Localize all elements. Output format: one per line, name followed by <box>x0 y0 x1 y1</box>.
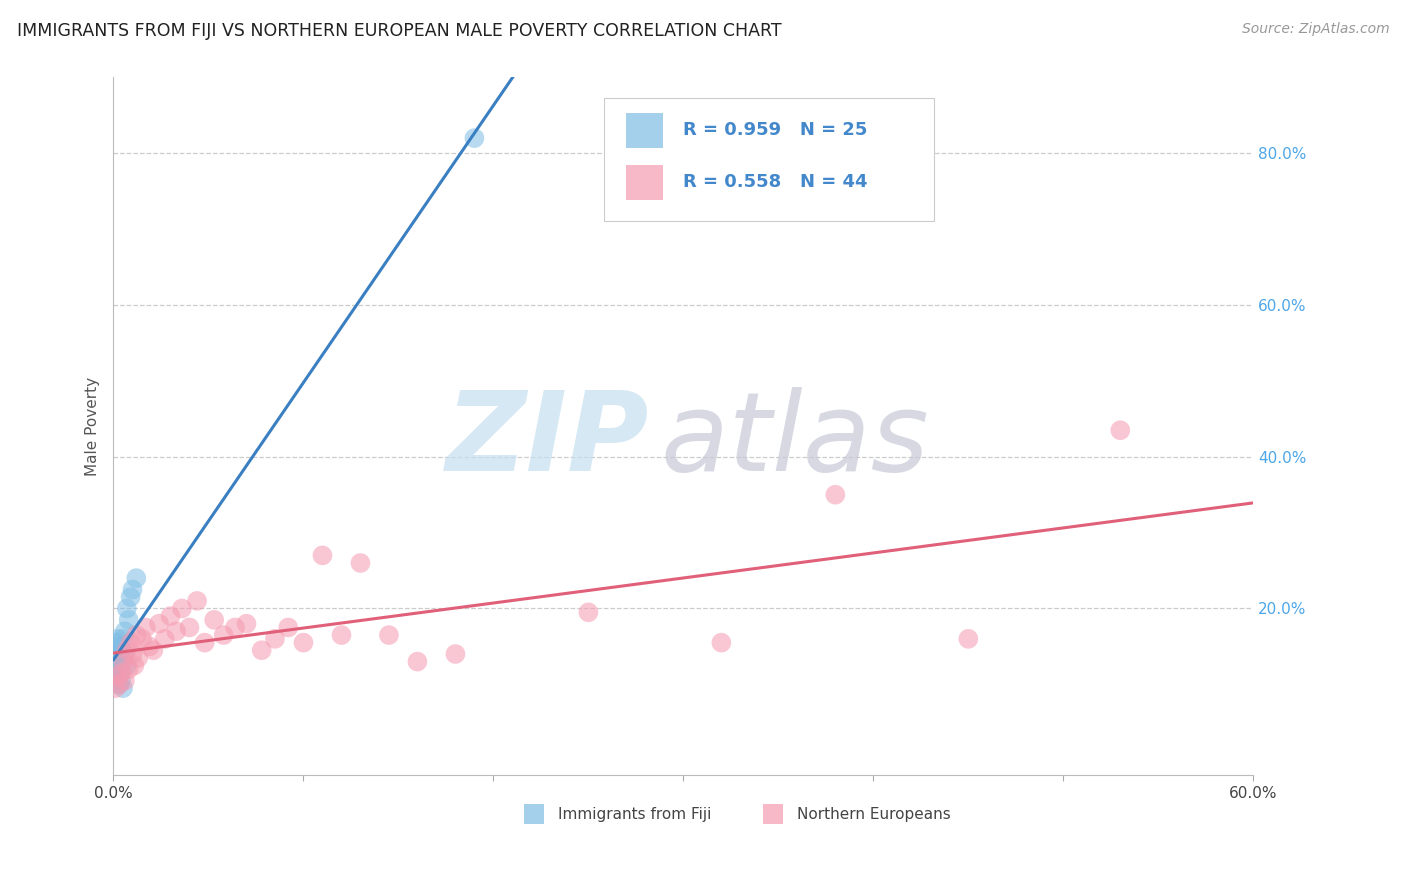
Point <box>108 665 131 680</box>
Point <box>110 673 132 688</box>
Point <box>115 643 138 657</box>
Point <box>108 650 131 665</box>
Point <box>110 665 132 680</box>
Point <box>127 650 149 665</box>
Point <box>349 556 371 570</box>
Point <box>121 582 143 597</box>
Point <box>111 655 134 669</box>
Point <box>111 681 134 695</box>
Point <box>264 632 287 646</box>
Point <box>105 647 128 661</box>
Point <box>105 658 128 673</box>
Point <box>710 635 733 649</box>
Point <box>463 131 485 145</box>
Point <box>194 635 217 649</box>
Text: R = 0.959   N = 25: R = 0.959 N = 25 <box>683 121 868 139</box>
Point <box>118 613 141 627</box>
Bar <box>627 165 662 200</box>
Point <box>124 658 146 673</box>
Point <box>311 549 333 563</box>
Point <box>212 628 235 642</box>
Point <box>170 601 193 615</box>
Text: ZIP: ZIP <box>446 387 650 494</box>
Point <box>824 488 846 502</box>
Text: Source: ZipAtlas.com: Source: ZipAtlas.com <box>1241 22 1389 37</box>
Point <box>224 620 246 634</box>
Point <box>138 640 160 654</box>
Point <box>114 673 136 688</box>
Point <box>108 640 131 654</box>
Y-axis label: Male Poverty: Male Poverty <box>86 376 100 476</box>
Point <box>125 571 148 585</box>
Point <box>378 628 401 642</box>
Point <box>202 613 225 627</box>
Point <box>250 643 273 657</box>
Point <box>104 655 127 669</box>
Point <box>120 590 142 604</box>
Text: Northern Europeans: Northern Europeans <box>797 806 950 822</box>
Point <box>108 677 131 691</box>
Point <box>118 662 141 676</box>
Point <box>292 635 315 649</box>
Point <box>105 632 128 646</box>
Bar <box>627 113 662 148</box>
Point <box>115 658 138 673</box>
Point <box>115 601 138 615</box>
FancyBboxPatch shape <box>603 98 934 220</box>
Point <box>104 635 127 649</box>
Point <box>148 616 170 631</box>
Point <box>104 643 127 657</box>
Point <box>179 620 201 634</box>
Text: Immigrants from Fiji: Immigrants from Fiji <box>558 806 711 822</box>
Text: atlas: atlas <box>661 387 929 494</box>
Point <box>235 616 257 631</box>
Point <box>105 670 128 684</box>
Point <box>114 647 136 661</box>
Point <box>957 632 980 646</box>
Point <box>444 647 467 661</box>
Point <box>108 677 131 691</box>
Bar <box>763 805 783 824</box>
Point <box>114 624 136 639</box>
Point <box>159 609 181 624</box>
Point <box>131 632 153 646</box>
Point <box>121 647 143 661</box>
Point <box>165 624 187 639</box>
Text: IMMIGRANTS FROM FIJI VS NORTHERN EUROPEAN MALE POVERTY CORRELATION CHART: IMMIGRANTS FROM FIJI VS NORTHERN EUROPEA… <box>17 22 782 40</box>
Point <box>142 643 165 657</box>
Point <box>135 620 157 634</box>
Point <box>153 632 176 646</box>
Point <box>277 620 299 634</box>
Point <box>330 628 353 642</box>
Point <box>105 670 128 684</box>
Point <box>110 643 132 657</box>
Point <box>111 632 134 646</box>
Point <box>110 662 132 676</box>
Point <box>1109 423 1132 437</box>
Point <box>125 628 148 642</box>
Point <box>186 594 208 608</box>
Point <box>576 605 599 619</box>
Point <box>104 681 127 695</box>
Point <box>120 635 142 649</box>
Point <box>406 655 429 669</box>
Text: R = 0.558   N = 44: R = 0.558 N = 44 <box>683 173 868 191</box>
Bar <box>524 805 544 824</box>
